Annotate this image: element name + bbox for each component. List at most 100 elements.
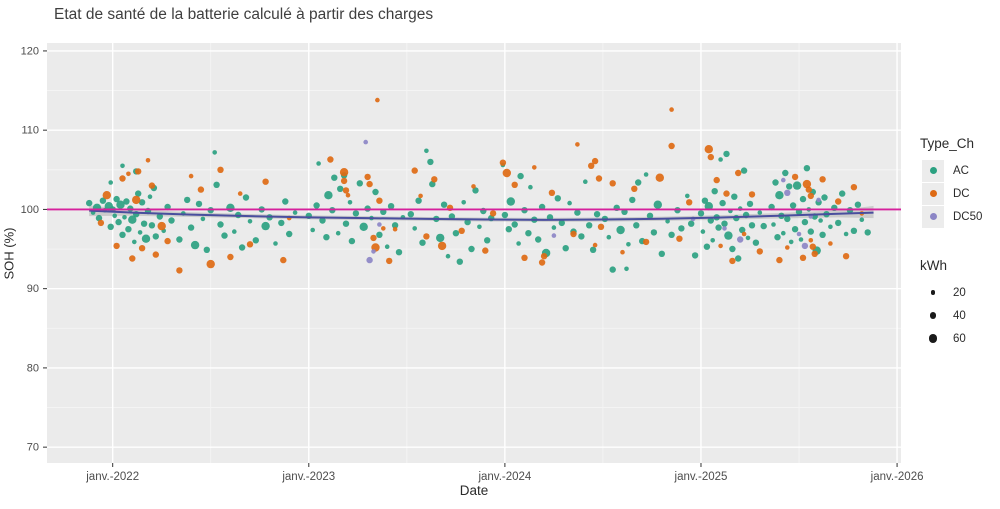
data-point [707, 153, 714, 161]
data-point [126, 171, 131, 177]
data-point [148, 222, 156, 229]
data-point [366, 256, 373, 264]
data-point [448, 213, 456, 220]
data-point [703, 243, 711, 250]
data-point [419, 239, 426, 246]
data-point [197, 186, 205, 193]
data-point [575, 142, 580, 147]
data-point [835, 219, 842, 227]
data-point [757, 210, 763, 215]
data-point [310, 227, 316, 233]
data-point [711, 188, 718, 195]
data-point [554, 195, 561, 202]
data-point [97, 219, 105, 227]
legend-item-kwh-60: 60 [918, 327, 1000, 350]
data-point [635, 179, 642, 186]
data-point [499, 159, 507, 166]
data-point [188, 173, 194, 179]
data-point [502, 168, 511, 178]
data-point [850, 227, 858, 234]
data-point [748, 191, 756, 198]
data-point [206, 259, 215, 269]
data-point [323, 234, 330, 241]
data-point [145, 158, 151, 163]
data-point [808, 238, 814, 243]
data-point [392, 226, 398, 232]
data-point [431, 176, 438, 183]
data-point [501, 211, 509, 219]
data-point [273, 241, 278, 246]
x-axis-title: Date [459, 483, 489, 498]
data-point [629, 196, 636, 204]
x-tick-label: janv.-2025 [674, 471, 728, 483]
data-point [558, 219, 565, 227]
data-point [387, 203, 395, 210]
data-point [286, 230, 293, 238]
data-point [138, 245, 146, 252]
data-point [456, 258, 463, 265]
data-point [342, 220, 350, 227]
size-60-dot [928, 334, 938, 343]
data-point [472, 187, 479, 194]
data-point [381, 226, 386, 231]
data-point [802, 179, 812, 189]
data-point [135, 168, 142, 175]
data-point [715, 224, 722, 231]
data-point [791, 226, 799, 233]
data-point [129, 255, 136, 262]
data-point [685, 193, 690, 199]
data-point [184, 196, 191, 204]
data-point [102, 191, 112, 200]
data-point [548, 189, 556, 196]
data-point [119, 231, 126, 238]
data-point [821, 194, 828, 201]
data-point [606, 234, 612, 240]
data-point [128, 215, 137, 224]
data-point [746, 200, 754, 208]
data-point [424, 148, 429, 154]
data-point [718, 157, 723, 162]
data-point [538, 259, 546, 266]
data-point [791, 173, 799, 181]
data-point [595, 175, 603, 182]
size-40-dot [929, 312, 937, 319]
data-point [511, 221, 518, 228]
data-point [642, 238, 650, 246]
y-tick-label: 90 [27, 283, 39, 295]
data-point [147, 194, 153, 199]
data-point [653, 200, 662, 209]
data-point [122, 215, 127, 220]
data-point [774, 234, 781, 241]
data-point [280, 256, 287, 264]
data-point [731, 193, 738, 200]
legend-item-kwh-20: 20 [918, 281, 1000, 304]
data-point [785, 245, 790, 250]
data-point [633, 222, 640, 229]
data-point [168, 217, 175, 224]
data-point [395, 249, 403, 256]
data-point [436, 233, 445, 243]
data-point [517, 172, 524, 180]
legend-item-label: 60 [953, 332, 966, 345]
data-point [710, 238, 715, 243]
data-point [756, 248, 763, 255]
data-point [735, 169, 742, 177]
data-point [668, 142, 675, 150]
data-point [724, 231, 733, 240]
data-point [107, 223, 114, 230]
data-point [798, 237, 804, 242]
data-point [123, 198, 130, 205]
data-point [721, 220, 728, 227]
data-point [799, 195, 807, 203]
data-point [339, 168, 349, 177]
data-point [739, 226, 746, 234]
legend-item-label: DC50 [953, 210, 983, 223]
data-point [282, 198, 289, 205]
data-point [586, 222, 593, 229]
ac-color-dot [929, 167, 937, 174]
data-point [735, 255, 742, 262]
data-point [135, 190, 142, 197]
data-point [741, 231, 747, 237]
data-point [713, 176, 720, 184]
data-point [377, 222, 382, 227]
